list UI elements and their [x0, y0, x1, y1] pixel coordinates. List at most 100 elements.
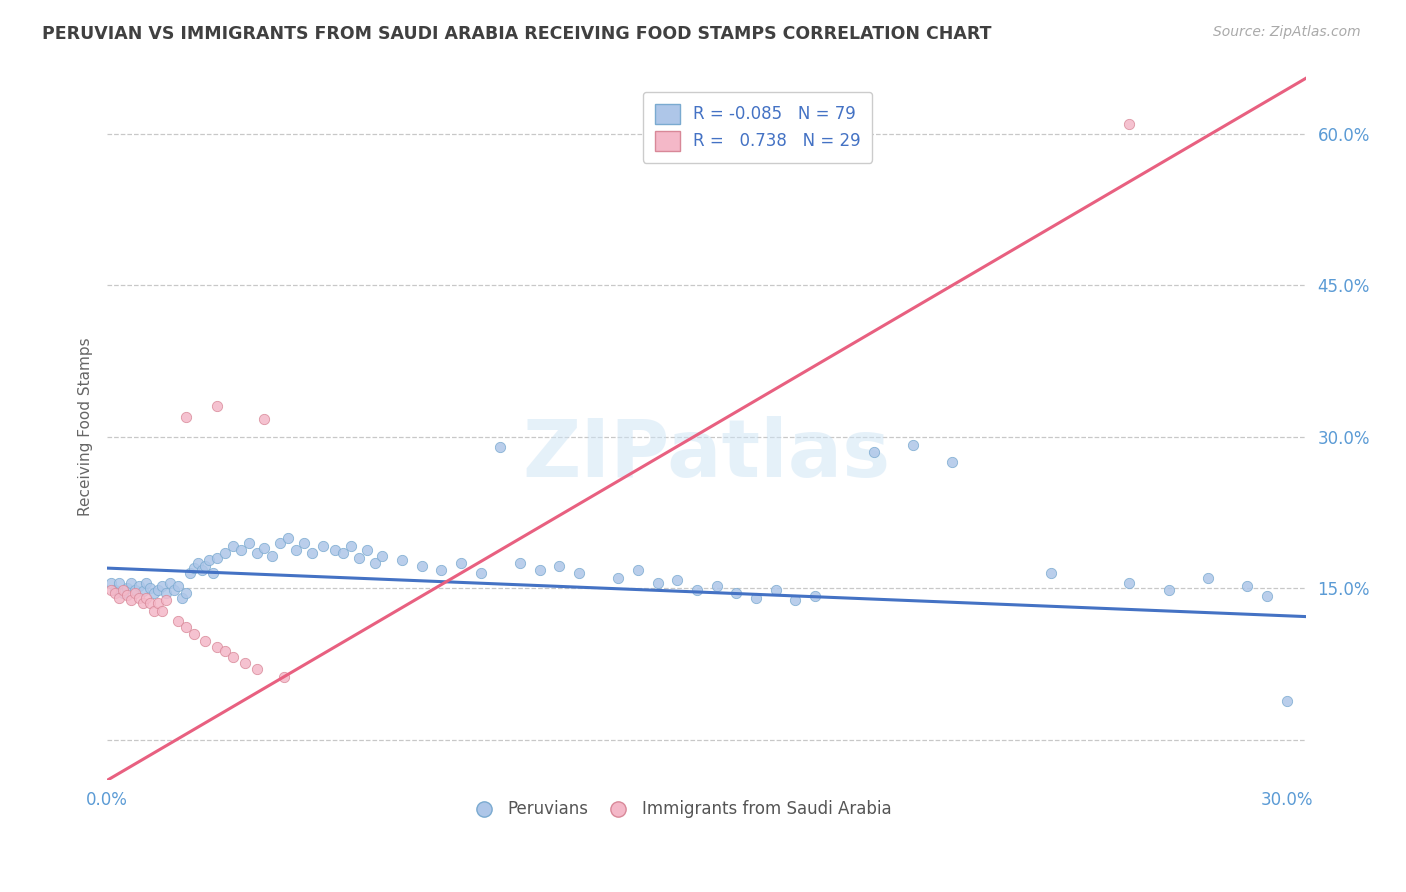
Point [143, 586, 166, 600]
Point [238, 536, 260, 550]
Point [222, 539, 245, 553]
Point [332, 546, 354, 560]
Point [139, 582, 162, 596]
Point [108, 576, 131, 591]
Point [159, 576, 181, 591]
Point [233, 656, 256, 670]
Point [100, 583, 122, 598]
Point [194, 559, 217, 574]
Point [190, 563, 212, 577]
Point [253, 411, 276, 425]
Point [725, 586, 748, 600]
Point [273, 670, 295, 684]
Point [765, 583, 787, 598]
Point [100, 576, 122, 591]
Point [277, 531, 299, 545]
Point [312, 539, 335, 553]
Point [253, 541, 276, 555]
Point [529, 563, 551, 577]
Point [430, 563, 453, 577]
Point [174, 620, 197, 634]
Point [124, 586, 146, 600]
Legend: Peruvians, Immigrants from Saudi Arabia: Peruvians, Immigrants from Saudi Arabia [467, 794, 898, 825]
Point [1197, 571, 1219, 585]
Point [1256, 590, 1278, 604]
Point [135, 591, 157, 606]
Point [568, 566, 591, 581]
Point [340, 539, 363, 553]
Point [170, 591, 193, 606]
Point [155, 593, 177, 607]
Point [862, 445, 884, 459]
Point [139, 597, 162, 611]
Point [207, 551, 229, 566]
Point [108, 591, 131, 606]
Point [450, 556, 472, 570]
Point [284, 542, 307, 557]
Point [174, 586, 197, 600]
Y-axis label: Receiving Food Stamps: Receiving Food Stamps [79, 337, 93, 516]
Point [131, 584, 153, 599]
Point [207, 400, 229, 414]
Point [183, 561, 205, 575]
Point [347, 551, 370, 566]
Point [167, 579, 190, 593]
Point [745, 591, 768, 606]
Point [128, 579, 150, 593]
Point [509, 556, 531, 570]
Point [371, 549, 394, 563]
Point [411, 559, 433, 574]
Point [194, 633, 217, 648]
Point [686, 583, 709, 598]
Text: PERUVIAN VS IMMIGRANTS FROM SAUDI ARABIA RECEIVING FOOD STAMPS CORRELATION CHART: PERUVIAN VS IMMIGRANTS FROM SAUDI ARABIA… [42, 25, 991, 43]
Point [229, 542, 252, 557]
Point [470, 566, 492, 581]
Point [183, 627, 205, 641]
Point [174, 409, 197, 424]
Point [187, 556, 209, 570]
Point [111, 586, 134, 600]
Point [292, 536, 315, 550]
Point [706, 579, 728, 593]
Point [363, 556, 385, 570]
Point [901, 438, 924, 452]
Point [115, 582, 138, 596]
Point [104, 586, 127, 600]
Point [1275, 694, 1298, 708]
Point [115, 588, 138, 602]
Point [1157, 583, 1180, 598]
Point [1039, 566, 1062, 581]
Point [647, 576, 669, 591]
Point [214, 644, 236, 658]
Point [941, 455, 963, 469]
Text: Source: ZipAtlas.com: Source: ZipAtlas.com [1213, 25, 1361, 39]
Point [323, 542, 346, 557]
Point [104, 583, 127, 598]
Point [356, 542, 378, 557]
Point [245, 662, 267, 676]
Point [1118, 116, 1140, 130]
Point [262, 549, 284, 563]
Point [167, 614, 190, 628]
Point [391, 553, 413, 567]
Point [163, 583, 186, 598]
Point [222, 650, 245, 665]
Point [785, 593, 807, 607]
Point [143, 603, 166, 617]
Point [148, 597, 170, 611]
Point [155, 586, 177, 600]
Point [1118, 576, 1140, 591]
Point [150, 603, 173, 617]
Point [131, 597, 153, 611]
Point [111, 583, 134, 598]
Point [269, 536, 291, 550]
Point [202, 566, 225, 581]
Point [1236, 579, 1258, 593]
Point [804, 590, 827, 604]
Point [207, 640, 229, 654]
Point [489, 440, 512, 454]
Text: ZIPatlas: ZIPatlas [523, 416, 891, 494]
Point [607, 571, 630, 585]
Point [135, 576, 157, 591]
Point [179, 566, 201, 581]
